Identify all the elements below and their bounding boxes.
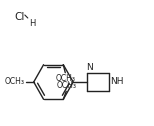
Text: OCH₃: OCH₃ <box>56 81 76 90</box>
Text: N: N <box>86 63 93 72</box>
Text: Cl: Cl <box>14 12 24 22</box>
Text: NH: NH <box>110 77 123 87</box>
Text: OCH₃: OCH₃ <box>5 77 25 87</box>
Text: OCH₃: OCH₃ <box>55 74 75 83</box>
Text: H: H <box>29 19 35 28</box>
